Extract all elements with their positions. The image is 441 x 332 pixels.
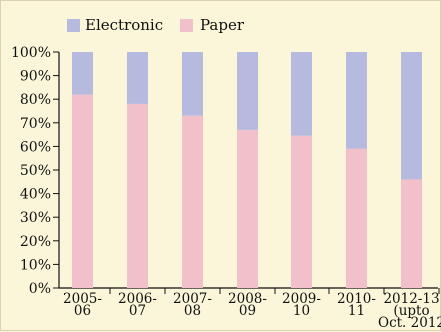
- bar-segment-electronic: [291, 52, 312, 136]
- bar-segment-electronic: [182, 52, 203, 116]
- bar-segment-electronic: [237, 52, 258, 130]
- x-tick-label-line: 11: [348, 303, 365, 319]
- bar-segment-paper: [401, 179, 422, 288]
- x-tick-label-line: 2008-: [228, 291, 267, 307]
- x-tick-label: 2009-10: [282, 291, 321, 319]
- x-tick-label-line: 09: [239, 303, 256, 319]
- bar-segment-electronic: [346, 52, 367, 149]
- y-tick-label: 100%: [11, 45, 51, 61]
- legend-swatch-electronic: [67, 19, 80, 32]
- x-tick-label: 2010-11: [337, 291, 376, 319]
- x-axis-labels: 2005-06 2006-07 2007-08 2008-09 2009-10 2010-…: [63, 291, 441, 331]
- x-tick-label-line: 10: [293, 303, 310, 319]
- axes: 0% 10% 20% 30% 40% 50% 60% 70% 80% 90% 100%: [11, 45, 440, 297]
- bar-segment-paper: [127, 103, 148, 288]
- y-tick-label: 90%: [20, 69, 51, 85]
- x-tick-label-line: 2010-: [337, 291, 376, 307]
- x-tick-label-line: 2007-: [173, 291, 212, 307]
- y-tick-label: 80%: [20, 92, 51, 108]
- bar-segment-paper: [182, 115, 203, 288]
- y-tick-label: 30%: [20, 210, 51, 226]
- x-tick-label-line: 08: [184, 303, 201, 319]
- y-tick-label: 70%: [20, 116, 51, 132]
- bar-segment-paper: [237, 129, 258, 288]
- x-tick-label: 2005-06: [63, 291, 102, 319]
- y-tick-label: 40%: [20, 187, 51, 203]
- x-tick-label-line: (upto: [393, 303, 429, 319]
- x-tick-label-line: Oct. 2012: [378, 315, 441, 331]
- legend-swatch-paper: [180, 19, 193, 32]
- x-tick-label-line: 2006-: [118, 291, 157, 307]
- bars: [72, 52, 422, 288]
- legend-label-electronic: Electronic: [85, 16, 163, 34]
- legend: Electronic Paper: [67, 16, 245, 34]
- bar-segment-electronic: [72, 52, 93, 95]
- y-tick-label: 60%: [20, 139, 51, 155]
- x-tick-label: 2008-09: [228, 291, 267, 319]
- legend-label-paper: Paper: [200, 16, 245, 34]
- x-tick-label-line: 07: [129, 303, 146, 319]
- x-tick-label: 2012-13 (upto Oct. 2012: [378, 291, 441, 331]
- bar-segment-electronic: [401, 52, 422, 180]
- x-tick-label-line: 2005-: [63, 291, 102, 307]
- x-tick-label-line: 2009-: [282, 291, 321, 307]
- y-tick-label: 20%: [20, 234, 51, 250]
- bar-segment-paper: [72, 94, 93, 288]
- y-tick-label: 0%: [29, 281, 51, 297]
- y-tick-label: 50%: [20, 163, 51, 179]
- x-tick-label-line: 2012-13: [383, 291, 439, 307]
- y-tick-label: 10%: [20, 257, 51, 273]
- bar-segment-paper: [291, 135, 312, 288]
- x-tick-label: 2006-07: [118, 291, 157, 319]
- x-tick-label: 2007-08: [173, 291, 212, 319]
- bar-segment-electronic: [127, 52, 148, 104]
- x-tick-label-line: 06: [74, 303, 91, 319]
- bar-segment-paper: [346, 148, 367, 288]
